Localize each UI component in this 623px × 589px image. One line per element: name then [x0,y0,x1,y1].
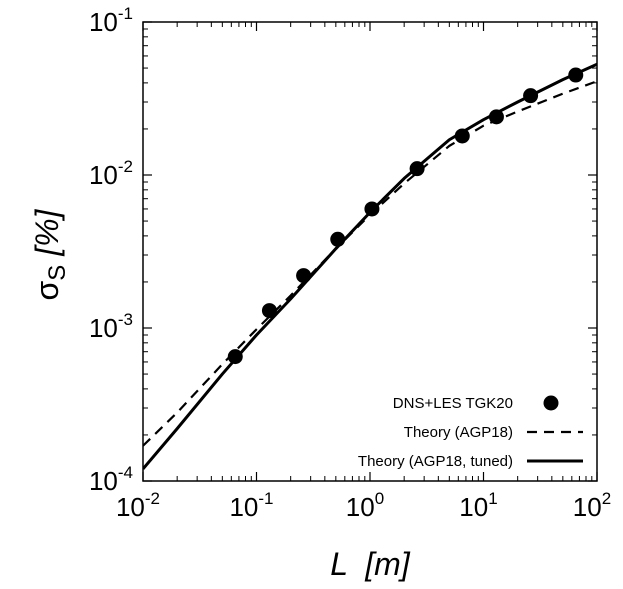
data-point [261,303,277,319]
x-tick-label: 100 [346,489,384,522]
data-point [454,128,470,144]
data-point [488,109,504,125]
y-tick-label: 10-2 [89,157,133,190]
legend-label: Theory (AGP18, tuned) [358,453,513,470]
y-tick-label: 10-3 [89,310,133,343]
series [143,62,597,470]
x-tick-label: 10-2 [116,489,160,522]
legend-marker [543,395,559,411]
x-tick-label: 101 [459,489,497,522]
x-tick-label: 10-1 [229,489,273,522]
x-axis-label: L [m] [330,546,411,582]
series-line-dashed [143,80,597,447]
ticks: 10-2 10-1 100 101 102 10-4 10-3 10-2 10-1 [89,4,611,522]
axis-labels: L [m] σS [%] [29,208,411,582]
legend: DNS+LES TGK20 Theory (AGP18) Theory (AGP18… [358,395,583,470]
y-tick-label: 10-4 [89,463,133,496]
series-line-tuned [143,62,597,470]
legend-label: Theory (AGP18) [404,424,513,441]
x-tick-label: 102 [573,489,611,522]
y-tick-label: 10-1 [89,4,133,37]
legend-label: DNS+LES TGK20 [393,395,513,412]
y-axis-label: σS [%] [29,208,71,300]
